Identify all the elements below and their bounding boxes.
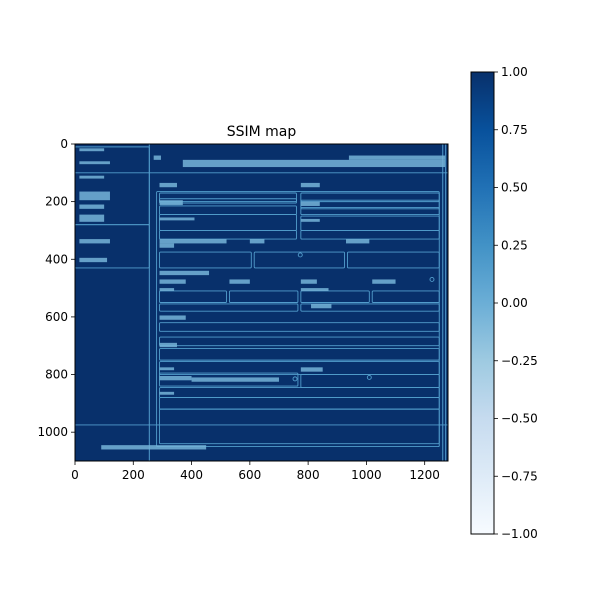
structure-box [159,290,227,303]
x-tick-label: 800 [297,468,320,482]
text-texture-block [159,288,175,291]
colorbar-tick-label: −0.50 [501,412,538,426]
text-texture-block [372,279,396,284]
structure-box [156,191,440,448]
structure-box [159,348,440,361]
text-texture-block [159,182,177,188]
text-texture-block [300,218,320,222]
text-texture-block [79,191,110,201]
y-tick-label: 0 [60,137,68,151]
structure-box [253,251,346,269]
text-texture-block [300,288,329,291]
structure-dot [297,252,303,258]
structure-box [159,336,440,347]
structure-box [300,290,370,303]
text-texture-block [79,175,105,179]
y-tick-label: 200 [45,195,68,209]
x-tick-label: 1200 [409,468,440,482]
structure-box [159,251,252,269]
structure-box [159,408,440,445]
y-axis: 0 200 400 600 800 1000 [37,137,75,439]
structure-box [159,230,297,240]
text-texture-block [159,217,195,221]
plot-frame [74,143,449,462]
text-texture-block [79,161,110,165]
structure-box [300,303,440,312]
structure-box [159,303,299,312]
colorbar-tick-label: 0.50 [501,181,528,195]
text-texture-block [79,148,105,152]
text-texture-block [311,303,332,309]
colorbar-tick-label: 1.00 [501,65,528,79]
colorbar-gradient [471,72,494,534]
x-tick-label: 200 [122,468,145,482]
colorbar-tick-label: 0.00 [501,296,528,310]
structure-dot [429,276,435,282]
text-texture-block [159,239,227,244]
x-axis: 0 200 400 600 800 1000 1200 [71,461,440,482]
y-tick-label: 600 [45,310,68,324]
heatmap-structure [75,144,448,461]
structure-box [300,230,440,240]
text-texture-block [79,214,105,222]
text-texture-block [159,279,186,284]
chart-title: SSIM map [227,124,297,140]
structure-box [228,290,299,303]
text-texture-block [159,315,186,320]
structure-box [159,192,297,203]
text-texture-block [249,239,265,244]
structure-box [159,322,440,332]
text-texture-block [159,375,192,381]
y-tick-label: 1000 [37,425,68,439]
structure-dot [366,374,372,380]
text-texture-block [159,342,177,348]
colorbar-tick-label: 0.75 [501,123,528,137]
text-texture-block [348,155,446,160]
x-tick-label: 400 [180,468,203,482]
structure-box [347,251,440,269]
heatmap-plot-area [74,143,449,462]
colorbar-tick-label: 0.25 [501,238,528,252]
x-tick-label: 1000 [351,468,382,482]
colorbar-tick-label: −1.00 [501,527,538,541]
text-texture-block [229,279,250,284]
colorbar-ticks: 1.00 0.75 0.50 0.25 0.00 −0.25 −0.50 −0.75 −1.00 [494,65,538,541]
text-texture-block [182,159,446,168]
text-texture-block [79,204,105,209]
text-texture-block [159,200,183,206]
text-texture-block [79,257,108,263]
y-tick-label: 400 [45,252,68,266]
text-texture-block [79,239,110,244]
text-texture-block [159,367,175,371]
structure-dot [292,376,298,382]
colorbar-tick-label: −0.75 [501,469,538,483]
text-texture-block [300,367,323,372]
text-texture-block [300,201,320,206]
text-texture-block [101,445,207,450]
x-tick-label: 600 [238,468,261,482]
x-tick-label: 0 [71,468,79,482]
y-tick-label: 800 [45,368,68,382]
structure-box [371,290,440,303]
text-texture-block [191,377,279,382]
colorbar: 1.00 0.75 0.50 0.25 0.00 −0.25 −0.50 −0.75 −1.00 [470,65,538,541]
text-texture-block [159,243,175,248]
text-texture-block [300,182,320,188]
text-texture-block [300,279,317,284]
text-texture-block [159,391,175,395]
text-texture-block [346,239,370,244]
text-texture-block [153,155,161,160]
structure-box [300,206,440,216]
colorbar-tick-label: −0.25 [501,354,538,368]
structure-box [300,192,440,203]
text-texture-block [159,270,210,276]
